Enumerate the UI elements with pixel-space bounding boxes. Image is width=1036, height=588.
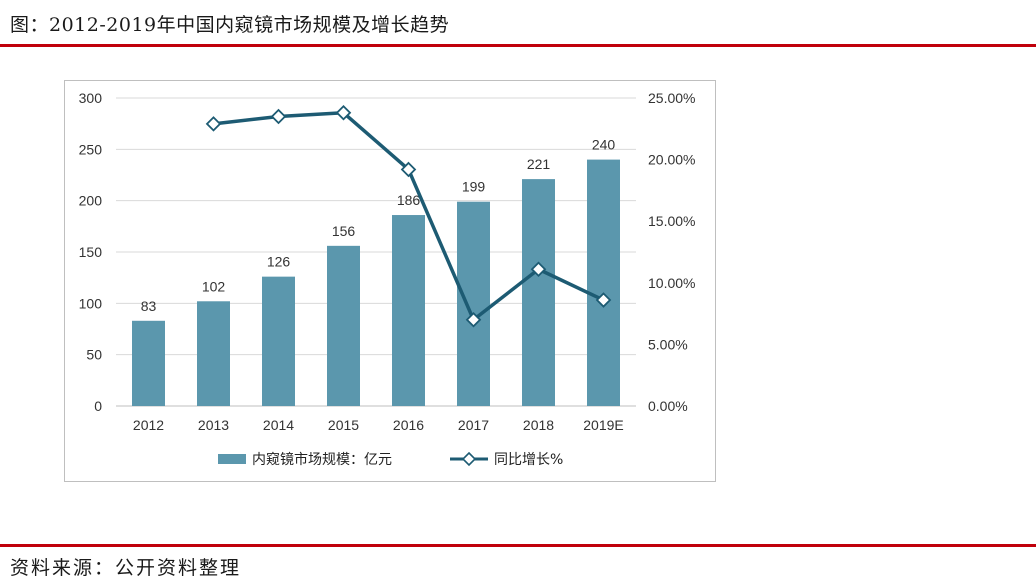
x-tick-label: 2012 [133,417,164,433]
x-tick-label: 2015 [328,417,359,433]
bottom-divider [0,544,1036,547]
bar-data-label: 126 [267,254,291,270]
y-right-tick-label: 15.00% [648,213,695,229]
legend-label-line: 同比增长% [494,452,563,468]
bar-data-label: 156 [332,223,356,239]
bar-data-label: 199 [462,179,486,195]
growth-point [335,105,352,121]
y-left-tick-label: 300 [79,90,103,106]
x-tick-label: 2014 [263,417,294,433]
x-tick-label: 2016 [393,417,424,433]
bar-data-label: 240 [592,137,616,153]
bar [327,245,360,406]
y-right-tick-label: 25.00% [648,90,695,106]
x-tick-label: 2018 [523,417,554,433]
y-left-tick-label: 250 [79,141,103,157]
bar [587,159,620,406]
legend-label-bar: 内窥镜市场规模：亿元 [252,451,392,468]
bar [262,276,295,406]
bar-data-label: 102 [202,278,226,294]
growth-point [400,161,417,178]
x-tick-label: 2013 [198,417,229,433]
bar [132,320,165,406]
growth-point [530,261,547,278]
x-tick-label: 2019E [583,417,623,433]
bar-data-label: 186 [397,192,421,208]
growth-point [465,311,482,328]
y-right-tick-label: 20.00% [648,152,695,168]
bar-data-label: 83 [141,298,157,314]
growth-point [205,116,222,132]
growth-point [595,292,612,308]
y-right-tick-label: 5.00% [648,336,688,352]
y-left-tick-label: 200 [79,193,103,209]
bar [197,301,230,406]
bar [457,201,490,406]
bar [392,215,425,406]
figure-title: 图：2012-2019年中国内窥镜市场规模及增长趋势 [10,14,450,36]
legend-swatch-bar [218,454,246,464]
y-right-tick-label: 0.00% [648,398,688,414]
y-left-tick-label: 100 [79,295,103,311]
bar-data-label: 221 [527,156,551,172]
growth-point [270,108,287,125]
y-left-tick-label: 0 [94,398,102,414]
y-left-tick-label: 150 [79,244,103,260]
top-divider [0,44,1036,47]
x-tick-label: 2017 [458,417,489,433]
y-right-tick-label: 10.00% [648,275,695,291]
legend-marker-line [461,451,477,467]
y-left-tick-label: 50 [86,347,102,363]
bar [522,179,555,406]
source-note: 资料来源：公开资料整理 [10,557,242,579]
